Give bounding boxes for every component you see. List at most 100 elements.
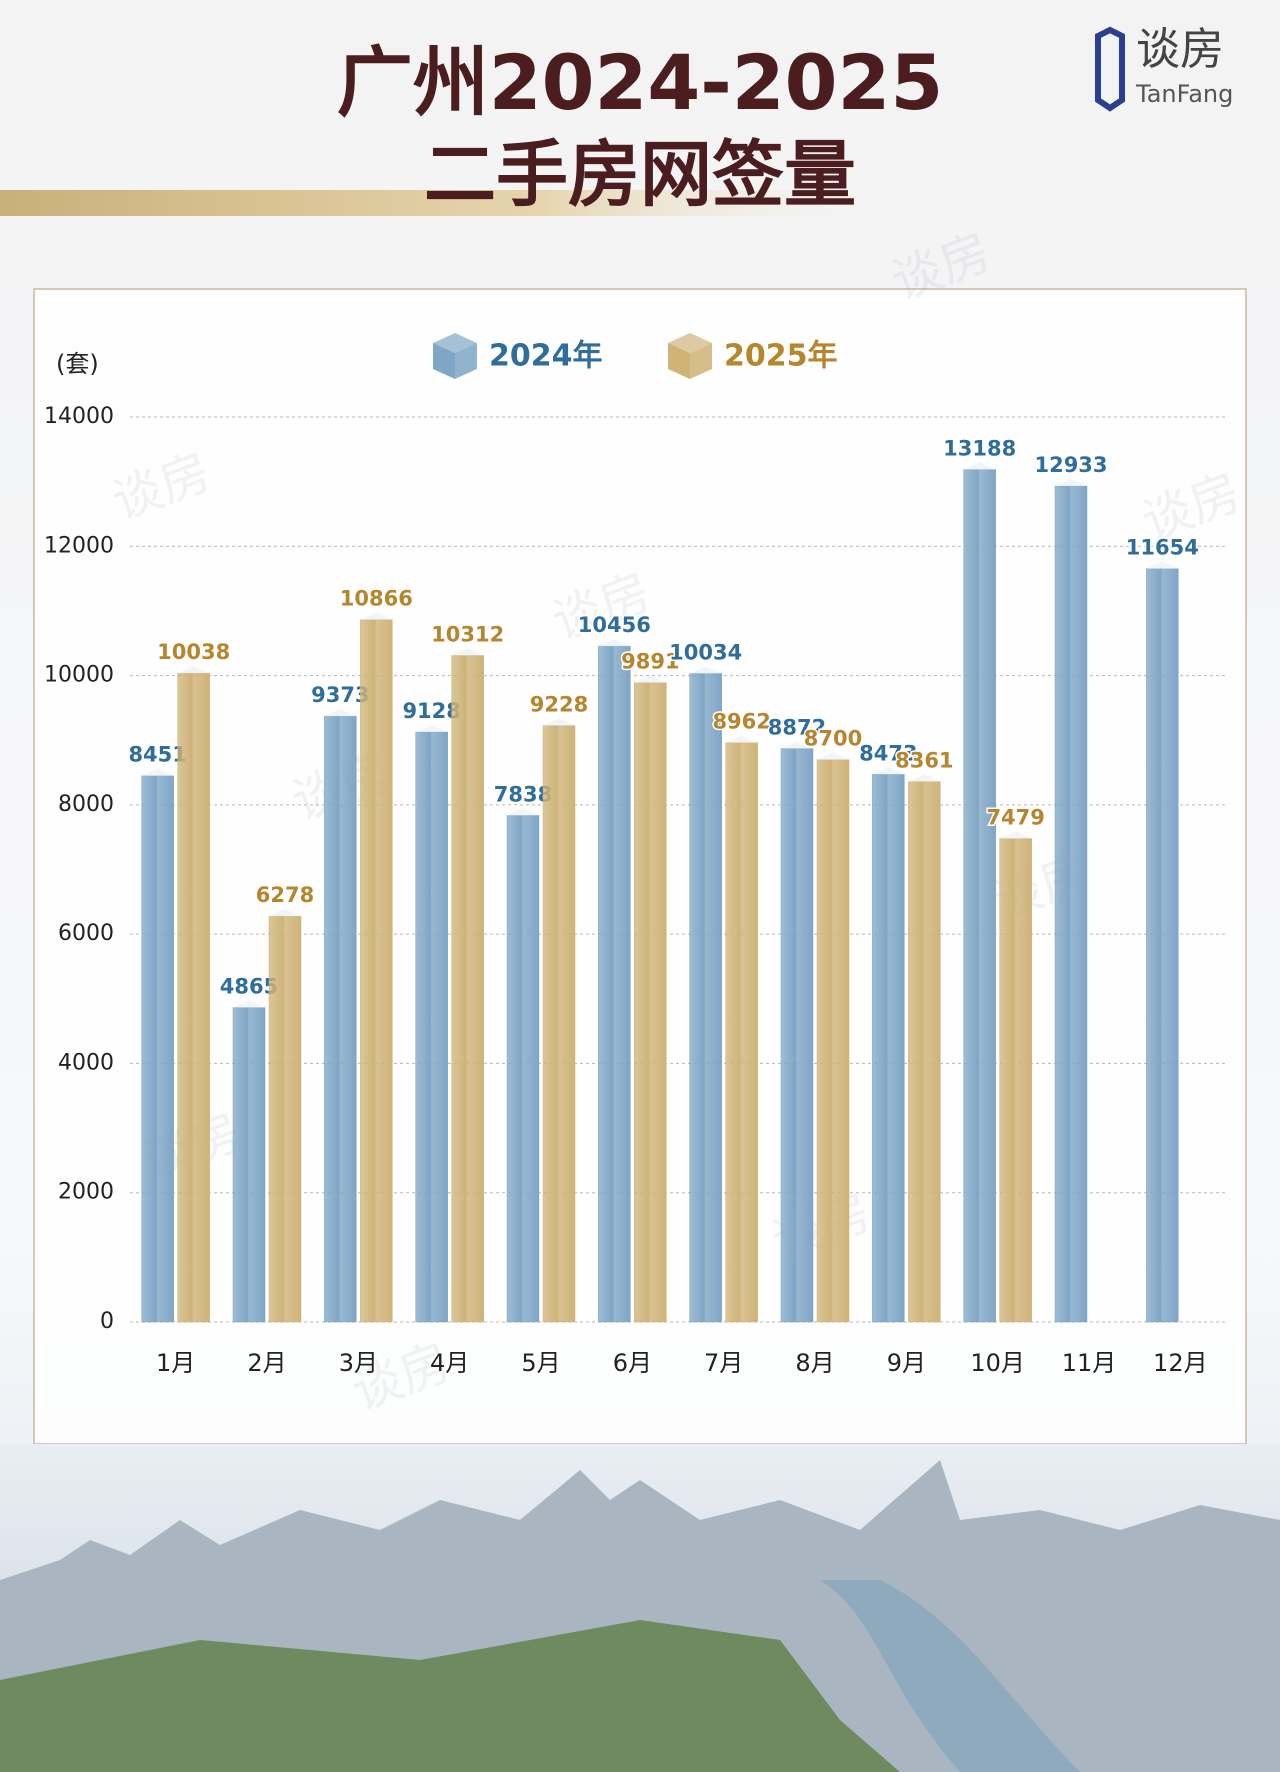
bar [963,469,996,1323]
y-tick-label: 12000 [44,533,114,558]
bar [908,781,941,1323]
bar [451,655,484,1323]
bar-cap [141,768,174,776]
bar-cap [543,718,575,726]
value-label: 8962 [712,710,770,734]
bar-cap [1055,478,1087,486]
y-tick-label: 10000 [44,663,114,688]
bar [141,775,174,1323]
bar [872,774,905,1323]
logo-icon [1095,26,1125,112]
value-label: 8700 [804,727,862,751]
value-label: 8872 [768,715,826,739]
legend-swatch [668,343,690,379]
bar [506,815,540,1323]
bar [634,682,667,1323]
bar-cap [415,724,448,732]
bar [1146,568,1179,1323]
x-tick-label: 11月 [1062,1349,1117,1377]
value-label: 12933 [1034,453,1107,477]
bar [816,759,850,1323]
bar-cap [233,1000,265,1008]
title-band [0,190,900,216]
bar-cap [908,774,941,782]
value-label: 9228 [530,692,588,716]
value-label: 8361 [895,749,953,773]
y-tick-label: 4000 [58,1050,114,1075]
bar [268,915,302,1323]
value-label: 13188 [943,436,1016,460]
value-label: 9891 [621,650,679,674]
chart-subtitle: 二手房网签量 [424,133,856,217]
bar [542,725,576,1323]
logo-name: 谈房 [1136,24,1224,75]
value-label: 7479 [986,806,1044,830]
value-label: 11654 [1126,536,1199,560]
value-label: 8451 [128,743,186,767]
x-tick-label: 4月 [430,1349,469,1377]
park [0,1620,900,1772]
bar-cap [781,741,813,749]
legend-swatch [690,343,712,379]
bar [1054,485,1088,1323]
bar [780,748,814,1323]
value-label: 10866 [340,587,413,611]
bar-cap [1146,561,1179,569]
skyline [0,1444,1280,1772]
y-tick-label: 14000 [44,404,114,429]
river [820,1580,1080,1772]
x-tick-label: 10月 [970,1349,1025,1377]
x-tick-label: 2月 [247,1349,286,1377]
bar-cap [999,831,1032,839]
x-tick-label: 3月 [339,1349,378,1377]
bar [999,838,1032,1323]
logo: 谈房 TanFang [1095,24,1233,112]
legend-label: 2025年 [724,339,838,374]
value-label: 8473 [859,741,917,765]
value-label: 10312 [431,622,504,646]
logo-name-en: TanFang [1135,80,1233,108]
bar [689,673,722,1323]
value-label: 6278 [256,883,314,907]
bar-cap [598,639,631,647]
y-tick-label: 0 [100,1309,114,1334]
value-label: 10456 [578,613,651,637]
legend-swatch [433,343,455,379]
bar-cap [507,808,539,816]
bar-cap [817,752,849,760]
y-tick-label: 2000 [58,1180,114,1205]
bar-cap [634,675,667,683]
x-tick-label: 5月 [521,1349,560,1377]
bar-cap [451,648,484,656]
value-label: 10034 [669,640,742,664]
bar-cap [689,666,722,674]
bar-cap [360,612,393,620]
bar [360,619,393,1323]
x-tick-label: 1月 [156,1349,195,1377]
value-label: 10038 [157,640,230,664]
bar [177,672,210,1323]
bar-cap [725,735,758,743]
legend-label: 2024年 [489,339,603,374]
x-tick-label: 6月 [613,1349,652,1377]
bar [598,645,631,1323]
x-tick-label: 12月 [1153,1349,1208,1377]
x-tick-label: 8月 [795,1349,834,1377]
bar [415,731,448,1323]
bar [725,742,758,1323]
y-tick-label: 6000 [58,921,114,946]
bar-cap [269,909,301,917]
bar-cap [324,709,357,717]
bar-cap [872,767,905,775]
bar-cap [963,462,996,470]
y-axis-label: (套) [56,350,99,378]
x-tick-label: 7月 [704,1349,743,1377]
legend-swatch [455,343,477,379]
bar [324,715,357,1323]
chart-title: 广州2024-2025 [337,38,944,127]
bar [232,1007,266,1323]
bar-cap [177,666,210,674]
x-tick-label: 9月 [887,1349,926,1377]
